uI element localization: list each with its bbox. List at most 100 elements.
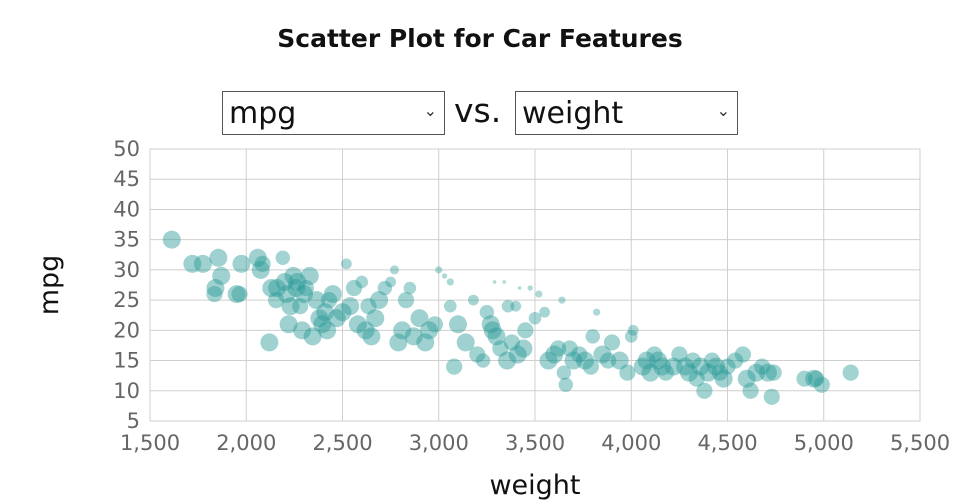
data-point	[333, 303, 352, 322]
data-point	[627, 324, 639, 336]
x-axis-label: weight	[489, 470, 580, 500]
data-point	[251, 260, 270, 279]
data-point	[281, 297, 300, 316]
data-point	[262, 279, 281, 298]
data-point	[310, 309, 329, 328]
data-point	[550, 340, 567, 357]
data-point	[341, 297, 360, 316]
x-tick-label: 4,500	[697, 431, 757, 455]
data-point	[517, 322, 534, 339]
data-point	[313, 315, 332, 334]
y-axis-label: mpg	[34, 255, 65, 316]
data-point	[653, 357, 672, 376]
data-point	[842, 364, 859, 381]
data-point	[370, 291, 389, 310]
data-point	[469, 346, 486, 363]
data-point	[193, 254, 212, 273]
data-point	[758, 363, 777, 382]
y-tick-label: 35	[113, 228, 140, 252]
data-point	[571, 346, 588, 363]
data-point	[206, 285, 223, 303]
data-point	[362, 327, 381, 346]
data-point	[719, 358, 736, 375]
data-point	[807, 370, 825, 387]
data-point	[475, 353, 491, 368]
data-point	[389, 265, 399, 275]
data-point	[796, 370, 813, 387]
x-tick-label: 3,000	[409, 431, 469, 455]
y-tick-label: 15	[113, 349, 140, 373]
data-point	[711, 364, 728, 381]
data-point	[610, 351, 629, 370]
data-point	[260, 333, 279, 352]
data-point	[539, 351, 558, 370]
data-point	[558, 377, 573, 392]
data-point	[410, 309, 429, 328]
data-point	[303, 327, 322, 346]
data-point	[254, 255, 271, 272]
data-point	[619, 364, 636, 381]
data-point	[704, 352, 721, 369]
data-point	[558, 296, 566, 304]
data-point	[162, 230, 181, 249]
data-point	[227, 285, 246, 304]
data-point	[316, 303, 335, 322]
data-point	[805, 369, 824, 388]
data-point	[348, 315, 367, 334]
data-point	[403, 281, 417, 295]
data-point	[318, 321, 337, 340]
data-point	[517, 286, 522, 290]
data-point	[763, 388, 780, 405]
data-point	[377, 280, 393, 296]
data-point	[727, 352, 744, 369]
data-point	[737, 369, 756, 388]
data-point	[680, 363, 698, 382]
data-point	[284, 266, 303, 285]
data-point	[426, 316, 443, 333]
data-point	[646, 346, 663, 363]
data-point	[389, 333, 408, 352]
x-tick-label: 1,500	[120, 431, 180, 455]
data-point	[323, 285, 342, 304]
data-point	[479, 305, 495, 320]
x-tick-label: 5,000	[794, 431, 854, 455]
y-tick-label: 25	[113, 288, 140, 312]
x-axis-select[interactable]: weight ⌄	[515, 91, 738, 135]
data-point	[360, 298, 377, 315]
y-axis-select[interactable]: mpg ⌄	[222, 91, 445, 135]
data-point	[545, 345, 564, 364]
data-point	[641, 363, 660, 382]
data-point	[657, 364, 675, 381]
data-point	[502, 280, 507, 284]
data-point	[585, 329, 600, 344]
data-point	[714, 369, 733, 388]
x-tick-label: 3,500	[505, 431, 565, 455]
data-point	[508, 345, 527, 364]
x-tick-label: 2,500	[312, 431, 372, 455]
data-point	[212, 266, 231, 285]
data-point	[420, 321, 439, 340]
x-tick-label: 4,000	[601, 431, 661, 455]
data-point	[510, 300, 522, 312]
chevron-down-icon: ⌄	[423, 101, 437, 120]
data-point	[481, 315, 500, 334]
data-point	[813, 376, 830, 393]
data-point	[492, 280, 497, 284]
data-point	[275, 272, 294, 291]
y-tick-label: 10	[113, 379, 140, 403]
data-point	[435, 266, 443, 274]
data-point	[327, 309, 346, 328]
data-point	[449, 315, 467, 334]
data-point	[268, 279, 287, 298]
data-point	[393, 321, 412, 340]
data-point	[468, 294, 479, 306]
y-tick-label: 40	[113, 197, 140, 221]
axis-controls: mpg ⌄ vs. weight ⌄	[0, 91, 960, 137]
data-point	[535, 290, 543, 298]
data-point	[603, 334, 621, 351]
data-point	[696, 382, 713, 399]
data-point	[487, 327, 506, 346]
y-tick-label: 45	[113, 167, 140, 191]
data-point	[637, 351, 656, 370]
y-tick-label: 50	[113, 137, 140, 161]
